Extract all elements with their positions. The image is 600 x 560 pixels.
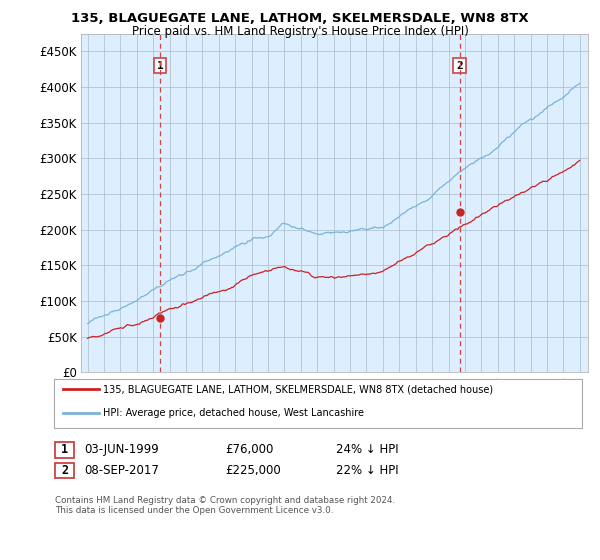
Text: 24% ↓ HPI: 24% ↓ HPI — [336, 443, 398, 456]
Text: Price paid vs. HM Land Registry's House Price Index (HPI): Price paid vs. HM Land Registry's House … — [131, 25, 469, 38]
Text: 22% ↓ HPI: 22% ↓ HPI — [336, 464, 398, 477]
Text: £225,000: £225,000 — [225, 464, 281, 477]
Text: 1: 1 — [157, 60, 163, 71]
Text: HPI: Average price, detached house, West Lancashire: HPI: Average price, detached house, West… — [103, 408, 364, 418]
Text: 1: 1 — [61, 443, 68, 456]
Text: 2: 2 — [456, 60, 463, 71]
Text: 135, BLAGUEGATE LANE, LATHOM, SKELMERSDALE, WN8 8TX (detached house): 135, BLAGUEGATE LANE, LATHOM, SKELMERSDA… — [103, 384, 493, 394]
Text: 2: 2 — [61, 464, 68, 477]
Text: £76,000: £76,000 — [225, 443, 274, 456]
Text: 135, BLAGUEGATE LANE, LATHOM, SKELMERSDALE, WN8 8TX: 135, BLAGUEGATE LANE, LATHOM, SKELMERSDA… — [71, 12, 529, 25]
Text: Contains HM Land Registry data © Crown copyright and database right 2024.
This d: Contains HM Land Registry data © Crown c… — [55, 496, 395, 515]
Text: 08-SEP-2017: 08-SEP-2017 — [84, 464, 159, 477]
Text: 03-JUN-1999: 03-JUN-1999 — [84, 443, 159, 456]
